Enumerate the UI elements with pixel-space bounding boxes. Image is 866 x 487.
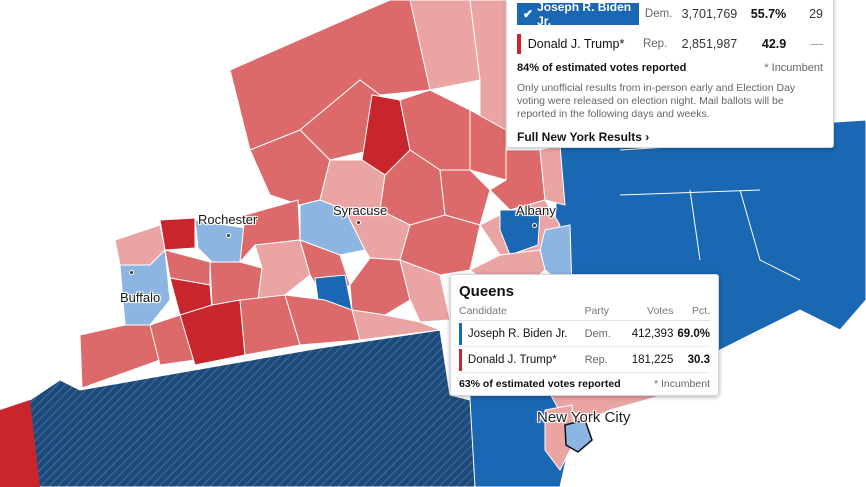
nyc-label: New York City (537, 409, 631, 426)
candidate-party: Dem. (644, 8, 673, 20)
party-color-bar (459, 348, 462, 371)
county-tooltip: Queens Candidate Party Votes Pct. Joseph… (450, 274, 719, 396)
reporting-status: 84% of estimated votes reported (517, 62, 687, 74)
albany-label: Albany (516, 203, 556, 218)
county-candidate-row: Donald J. Trump* Rep. 181,225 30.3 (459, 347, 710, 373)
buffalo-dot (129, 270, 134, 275)
header-votes: Votes (647, 305, 674, 317)
candidate-name: Joseph R. Biden Jr. (537, 0, 632, 28)
county-candidate-row: Joseph R. Biden Jr. Dem. 412,393 69.0% (459, 321, 710, 347)
state-candidate-row: ✔ Joseph R. Biden Jr. Dem. 3,701,769 55.… (517, 0, 823, 28)
state-reporting-footer: 84% of estimated votes reported * Incumb… (517, 62, 823, 74)
full-results-link[interactable]: Full New York Results › (517, 130, 650, 144)
syracuse-dot (356, 220, 361, 225)
candidate-pct: 55.7% (750, 7, 787, 21)
party-color-bar (459, 322, 462, 345)
candidate-pct: 42.9 (761, 37, 787, 51)
candidate-pct: 30.3 (687, 353, 710, 366)
candidate-name: Joseph R. Biden Jr. (467, 327, 568, 340)
party-color-bar (517, 34, 521, 54)
buffalo-label: Buffalo (120, 290, 161, 305)
county-table-header: Candidate Party Votes Pct. (459, 305, 710, 321)
pennsylvania-region (0, 329, 476, 487)
candidate-name: Donald J. Trump* (467, 353, 557, 366)
candidate-pct: 69.0% (677, 327, 710, 340)
rochester-label: Rochester (198, 212, 258, 227)
results-note: Only unofficial results from in-person e… (517, 82, 796, 120)
incumbent-note: * Incumbent (764, 62, 823, 74)
albany-dot (532, 223, 537, 228)
incumbent-note: * Incumbent (653, 378, 710, 390)
header-candidate: Candidate (459, 305, 507, 317)
candidate-party: Rep. (642, 38, 668, 50)
state-results-card: ✔ Joseph R. Biden Jr. Dem. 3,701,769 55.… (506, 0, 834, 148)
header-party: Party (584, 305, 610, 317)
syracuse-label: Syracuse (333, 203, 388, 218)
candidate-votes: 3,701,769 (681, 7, 738, 21)
candidate-name: Donald J. Trump* (527, 37, 625, 51)
candidate-electoral-votes: 29 (809, 7, 823, 21)
candidate-votes: 181,225 (631, 353, 674, 366)
state-candidate-row: Donald J. Trump* Rep. 2,851,987 42.9 — (517, 31, 823, 57)
candidate-votes: 412,393 (631, 327, 674, 340)
county-reporting-footer: 63% of estimated votes reported * Incumb… (459, 378, 710, 390)
candidate-votes: 2,851,987 (681, 37, 738, 51)
candidate-electoral-votes: — (810, 37, 824, 51)
new-york-counties (79, 0, 701, 471)
header-pct: Pct. (691, 305, 711, 317)
rochester-dot (226, 233, 231, 238)
winner-name-box: ✔ Joseph R. Biden Jr. (517, 0, 639, 28)
candidate-party: Dem. (584, 327, 611, 340)
check-icon: ✔ (523, 7, 534, 21)
reporting-status: 63% of estimated votes reported (459, 378, 621, 390)
candidate-party: Rep. (584, 353, 608, 366)
county-title: Queens (459, 283, 515, 300)
